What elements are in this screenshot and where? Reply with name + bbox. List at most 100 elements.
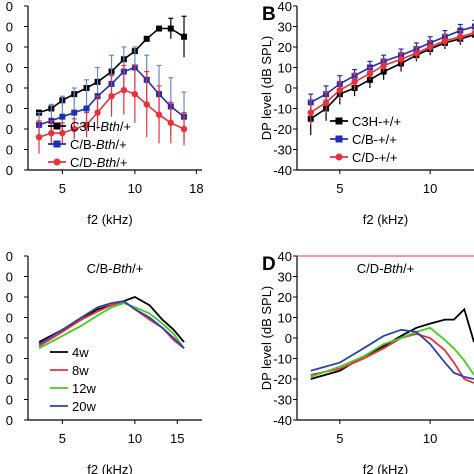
x-axis-label: f2 (kHz) (87, 212, 133, 227)
panel-title: C/B-Bth/+ (87, 261, 144, 276)
x-tick-label: 10 (423, 181, 437, 196)
series-line (310, 34, 474, 120)
data-point (322, 99, 330, 106)
panel-letter: B (262, 4, 276, 25)
y-tick-label: 0 (6, 413, 13, 428)
data-point (413, 49, 420, 57)
y-tick-label: 0 (6, 20, 13, 35)
y-tick-label: -40 (273, 413, 292, 428)
panel-b: 40 30 20 10 0 -10 -20 -30 -40 5 10 f2 (kHz) DP level… (259, 0, 474, 227)
x-tick-label: 10 (128, 431, 142, 446)
x-axis-label: f2 (kHz) (87, 462, 133, 474)
legend-label: C/B-+/+ (352, 132, 397, 147)
legend-swatch-marker (53, 158, 61, 166)
legend-label: 4w (72, 345, 89, 360)
y-tick-label: 30 (278, 270, 292, 285)
y-tick-label: 0 (6, 393, 13, 408)
legend-label: C/B-Bth/+ (70, 137, 127, 152)
y-tick-label: 0 (6, 122, 13, 137)
y-tick-label: 0 (6, 290, 13, 305)
series-line (310, 32, 474, 114)
legend-swatch-marker (335, 135, 343, 143)
x-tick-label: 10 (128, 181, 142, 196)
x-tick-label: 5 (59, 431, 66, 446)
legend-label: 20w (72, 399, 96, 414)
data-point (180, 125, 188, 133)
y-tick-label: 0 (285, 81, 292, 96)
data-point (457, 33, 464, 40)
data-point (143, 35, 150, 42)
y-tick-label: 0 (6, 249, 13, 264)
y-tick-label: 40 (278, 249, 292, 264)
y-tick-label: 0 (6, 270, 13, 285)
legend-label: 8w (72, 363, 89, 378)
data-point (108, 93, 115, 100)
data-point (181, 33, 188, 40)
y-tick-label: 10 (278, 311, 292, 326)
series-line (310, 25, 474, 104)
y-tick-label: -40 (273, 163, 292, 178)
data-point (471, 29, 474, 36)
data-point (143, 101, 150, 108)
data-point (426, 43, 434, 51)
y-tick-label: -20 (273, 122, 292, 137)
x-tick-label: 5 (336, 181, 343, 196)
y-tick-label: 0 (6, 102, 13, 117)
y-tick-label: 30 (278, 20, 292, 35)
y-axis-label: DP level (dB SPL) (259, 36, 274, 141)
series-line (38, 302, 185, 350)
series-line (38, 300, 185, 349)
panel-title: C/D-Bth/+ (357, 261, 414, 276)
x-axis-label: f2 (kHz) (363, 462, 409, 474)
y-tick-label: 0 (6, 352, 13, 367)
y-tick-label: 20 (278, 40, 292, 55)
y-tick-label: 0 (6, 372, 13, 387)
legend-label: C3H-Bth/+ (70, 119, 131, 134)
data-point (83, 121, 90, 129)
data-point (94, 109, 101, 116)
legend: C3H-+/+ C/B-+/+ C/D-+/+ (330, 114, 401, 165)
legend-swatch-marker (335, 117, 343, 125)
data-point (131, 90, 139, 98)
panel-letter: D (262, 254, 276, 275)
data-point (59, 113, 66, 120)
y-tick-label: 0 (6, 81, 13, 96)
legend-swatch-marker (335, 153, 343, 161)
x-tick-label: 5 (59, 181, 66, 196)
x-tick-label: 18 (189, 181, 203, 196)
x-tick-label: 10 (423, 431, 437, 446)
y-tick-label: 0 (6, 163, 13, 178)
data-point (397, 56, 405, 63)
data-point (167, 25, 174, 32)
y-tick-label: 0 (6, 311, 13, 326)
data-point (441, 37, 449, 45)
data-point (366, 70, 374, 77)
panel-a: 0 0 0 0 0 0 0 0 0 5 10 18 f2 (kHz) C3H-Bth/+ C/B-Bth/+… (6, 0, 204, 227)
x-axis-label: f2 (kHz) (363, 212, 409, 227)
x-tick-label: 5 (336, 431, 343, 446)
y-tick-label: 0 (6, 61, 13, 76)
data-point (155, 111, 163, 118)
legend: 4w 8w 12w 20w (50, 345, 96, 414)
legend-label: C/D-+/+ (352, 150, 398, 165)
data-point (351, 78, 358, 86)
y-tick-label: -20 (273, 372, 292, 387)
data-point (35, 134, 43, 141)
data-point (380, 62, 387, 69)
data-point (48, 129, 55, 137)
y-tick-label: 10 (278, 61, 292, 76)
panel-d: 40 30 20 10 0 -10 -20 -30 -40 5 10 f2 (kHz) DP level… (259, 249, 474, 474)
data-point (83, 105, 90, 112)
panel-c: 0 0 0 0 0 0 0 0 0 5 10 15 f2 (kHz) C/B-Bth/+ 4w 8w 12w 20… (6, 249, 202, 474)
y-axis-label: DP level (dB SPL) (259, 286, 274, 391)
legend-label: C3H-+/+ (352, 114, 401, 129)
data-point (336, 86, 344, 94)
y-tick-label: -10 (273, 352, 292, 367)
series-line (310, 332, 474, 384)
data-point (307, 109, 314, 116)
legend-swatch-marker (53, 140, 61, 148)
legend-label: 12w (72, 381, 96, 396)
y-tick-label: 0 (6, 331, 13, 346)
data-point (156, 25, 163, 32)
